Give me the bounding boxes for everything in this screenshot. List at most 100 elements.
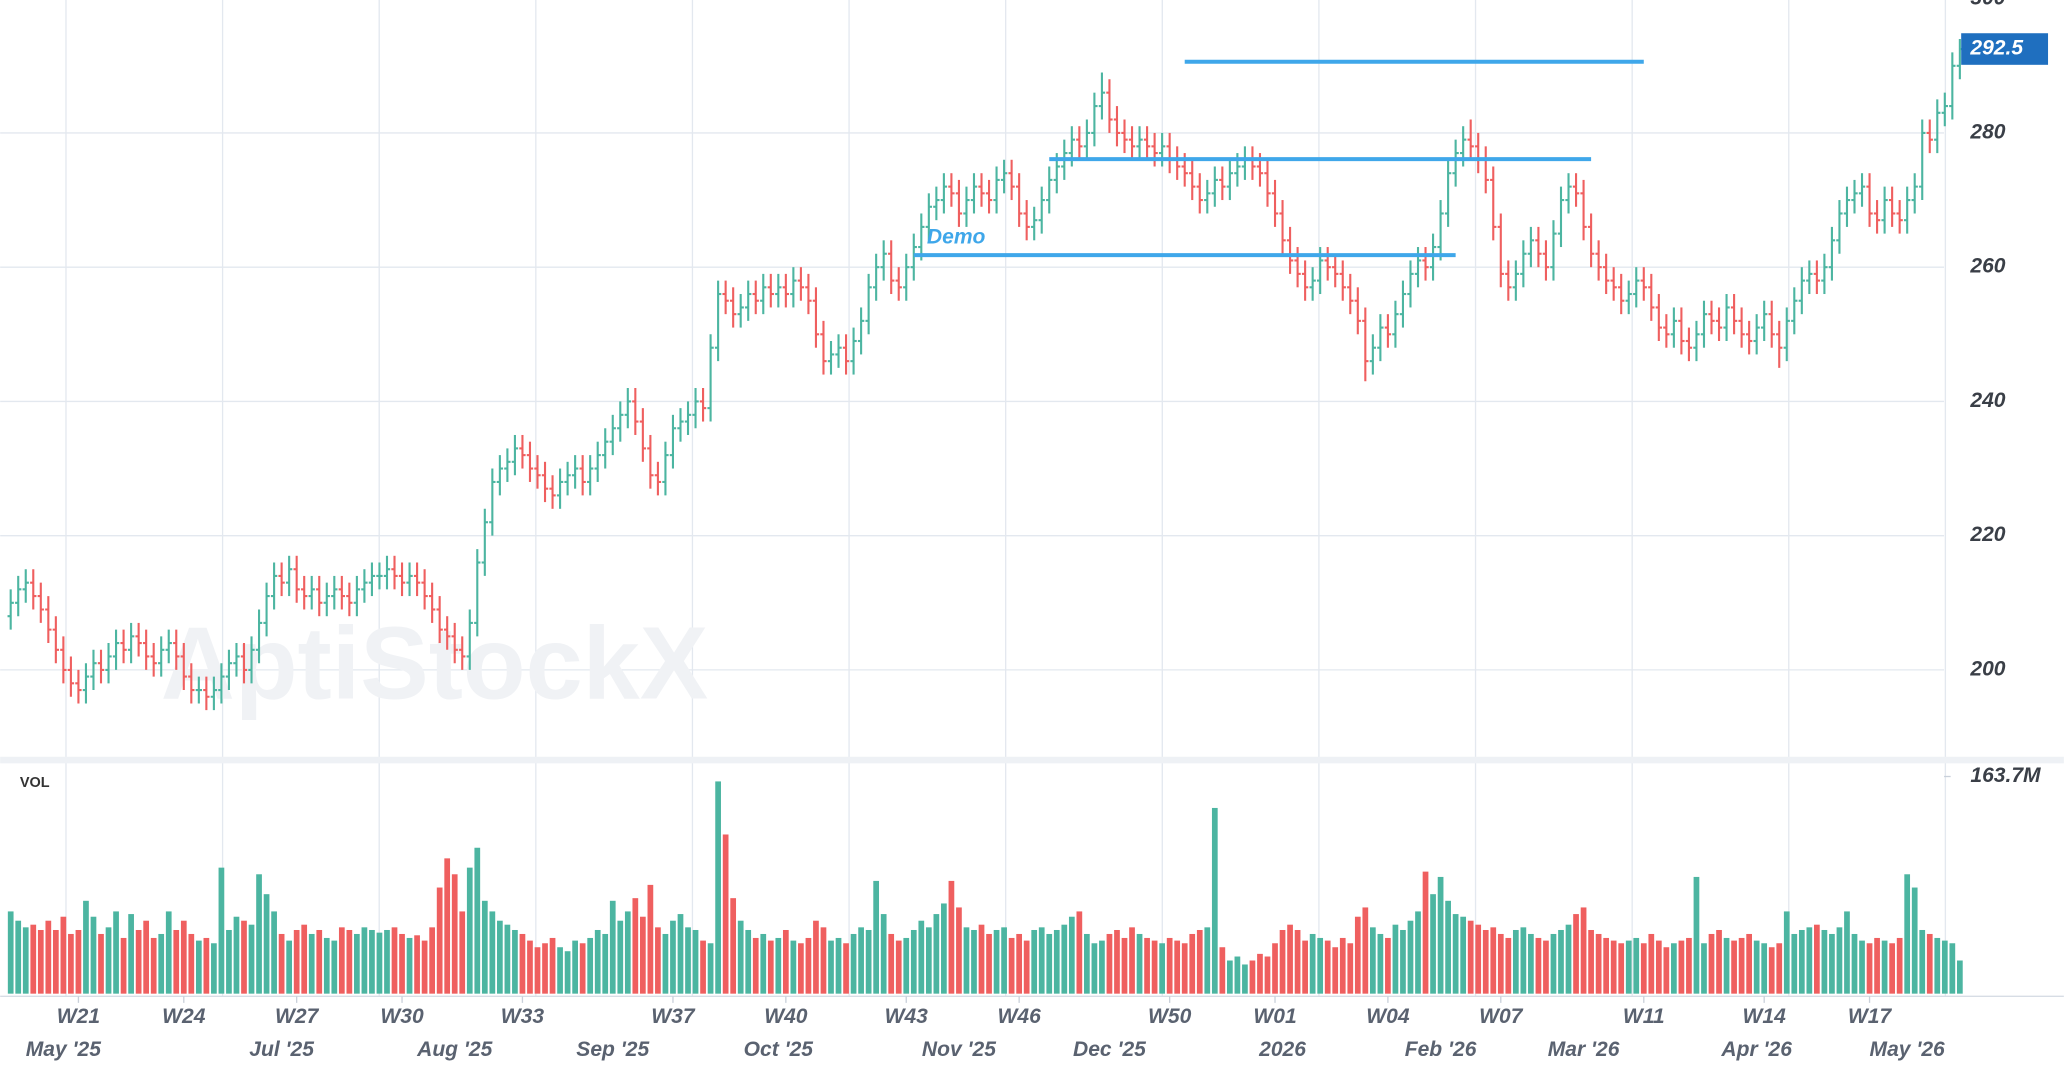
volume-bar (782, 929, 789, 994)
volume-bar (135, 929, 142, 994)
month-tick-label: Apr '26 (1720, 1038, 1792, 1061)
volume-bar (256, 874, 262, 994)
x-tick-label: W17 (1848, 1005, 1893, 1028)
volume-bar (1821, 929, 1828, 994)
volume-bar (331, 940, 338, 994)
volume-bar (165, 911, 172, 994)
volume-bar (542, 943, 548, 994)
volume-bar (83, 900, 89, 994)
volume-bar (1512, 929, 1519, 994)
volume-bar (1618, 943, 1625, 994)
volume-bar (700, 940, 706, 994)
volume-bar (865, 929, 872, 994)
month-tick-label: Mar '26 (1548, 1038, 1620, 1061)
volume-bar (1106, 933, 1113, 994)
volume-bar (655, 927, 661, 994)
volume-bar (248, 924, 255, 994)
volume-bar (564, 951, 571, 994)
volume-bar (1505, 937, 1512, 994)
volume-bar (1084, 933, 1090, 994)
volume-bar (647, 884, 654, 994)
volume-bar (369, 929, 375, 994)
volume-bar (1580, 907, 1587, 994)
volume-bar (203, 937, 210, 994)
volume-bar (1181, 943, 1188, 994)
volume-bar (474, 847, 481, 994)
month-tick-label: 2026 (1258, 1038, 1306, 1061)
volume-bar (68, 933, 74, 994)
month-tick-label: May '25 (26, 1038, 102, 1061)
volume-bar (414, 935, 420, 994)
volume-bar (1392, 924, 1399, 994)
volume-bar (1934, 937, 1941, 994)
volume-bar (775, 937, 782, 994)
volume-bar (1829, 933, 1835, 994)
volume-bar (384, 929, 390, 994)
volume-bar (1768, 947, 1775, 994)
volume-bar (1851, 933, 1858, 994)
volume-bar (918, 920, 925, 994)
volume-bar (971, 929, 977, 994)
volume-bar (1731, 940, 1737, 994)
volume-bar (1144, 937, 1150, 994)
volume-bar (346, 929, 353, 994)
volume-bar (466, 867, 473, 994)
volume-bar (609, 900, 616, 994)
volume-bar (1926, 933, 1933, 994)
volume-bar (662, 933, 669, 994)
volume-bar (978, 924, 985, 994)
volume-bar (1723, 937, 1730, 994)
volume-bar (1099, 940, 1105, 994)
month-tick-label: Nov '25 (922, 1038, 996, 1061)
volume-bar (767, 940, 774, 994)
volume-bar (1354, 916, 1361, 994)
x-tick-label: W07 (1479, 1005, 1524, 1028)
volume-bar (1317, 937, 1324, 994)
volume-bar (745, 929, 752, 994)
volume-bar (1558, 929, 1564, 994)
volume-tick-label: 163.7M (1970, 764, 2041, 787)
volume-bar (956, 907, 962, 994)
volume-bar (963, 927, 970, 994)
volume-bar (1234, 956, 1241, 994)
volume-bar (707, 943, 714, 994)
volume-bar (1114, 929, 1120, 994)
volume-bar (858, 927, 864, 994)
x-tick-label: W43 (885, 1005, 929, 1028)
volume-bar (1708, 933, 1715, 994)
volume-bar (1957, 960, 1963, 994)
volume-bar (1776, 943, 1783, 994)
volume-bar (1911, 887, 1918, 994)
volume-pane (7, 781, 1963, 994)
volume-bar (715, 781, 721, 994)
volume-bar (45, 920, 52, 994)
volume-bar (1941, 940, 1948, 994)
volume-bar (195, 940, 202, 994)
volume-bar (120, 937, 127, 994)
y-tick-label: 280 (1969, 120, 2005, 143)
volume-bar (1023, 940, 1030, 994)
volume-bar (489, 911, 496, 994)
volume-label: VOL (20, 775, 50, 791)
volume-bar (986, 933, 992, 994)
month-tick-label: Feb '26 (1405, 1038, 1477, 1061)
y-tick-label: 240 (1969, 389, 2005, 412)
volume-bar (1595, 933, 1602, 994)
volume-bar (843, 943, 849, 994)
volume-bar (594, 929, 601, 994)
volume-bar (98, 933, 104, 994)
volume-bar (888, 933, 895, 994)
volume-bar (1610, 940, 1617, 994)
volume-bar (910, 929, 917, 994)
volume-bar (293, 929, 300, 994)
volume-bar (150, 937, 157, 994)
volume-bar (1791, 933, 1798, 994)
volume-bar (624, 911, 631, 994)
volume-bar (587, 937, 594, 994)
x-tick-label: W50 (1148, 1005, 1192, 1028)
volume-bar (1844, 911, 1850, 994)
volume-bar (354, 933, 360, 994)
volume-bar (1332, 947, 1339, 994)
volume-bar (1467, 920, 1474, 994)
